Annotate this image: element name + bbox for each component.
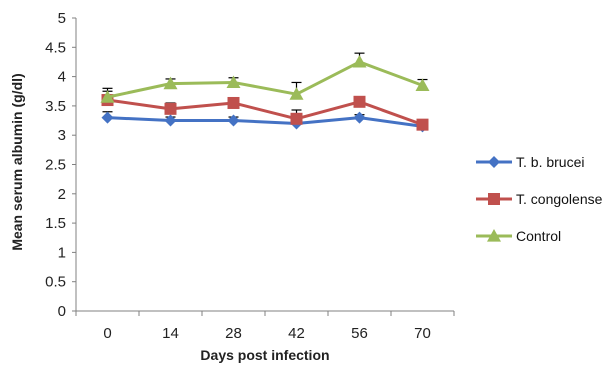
series-1 [101,87,429,131]
legend-marker [488,156,500,168]
y-tick-label: 2 [58,186,66,203]
y-axis-title: Mean serum albumin (g/dl) [9,73,25,250]
legend: T. b. brucei T. congolense Control [476,154,603,244]
data-point [352,54,367,68]
data-point [353,95,366,108]
x-tick-label: 70 [414,325,431,342]
data-point [415,78,430,91]
legend-item: T. b. brucei [476,154,584,170]
series-line [107,116,423,128]
data-point [290,112,303,125]
legend-label: T. congolense [516,191,603,207]
legend-label: Control [516,228,561,244]
data-point [226,75,241,89]
data-point [100,90,115,103]
x-tick-label: 42 [288,325,305,342]
x-tick-label: 28 [225,325,242,342]
x-tick-label: 0 [103,325,111,342]
data-point [416,118,429,131]
series-0 [101,111,429,133]
y-tick-label: 4.5 [45,39,66,56]
x-tick-labels: 0 14 28 42 56 70 [75,311,455,342]
data-point [227,114,240,127]
series-line [107,98,424,127]
series-line [107,60,424,99]
legend-marker [487,229,501,242]
data-point [163,76,178,90]
legend-item: T. congolense [476,191,603,207]
legend-item: Control [476,228,561,244]
legend-label: T. b. brucei [516,154,584,170]
data-point [164,102,177,115]
y-tick-label: 3.5 [45,98,66,115]
data-point [289,87,304,100]
y-tick-label: 0 [58,303,66,320]
y-tick-label: 3 [58,127,66,144]
series-layer [100,52,430,133]
x-tick-label: 56 [351,325,368,342]
y-tick-label: 2.5 [45,157,66,174]
y-tick-label: 1.5 [45,215,66,232]
data-point [164,114,177,127]
x-tick-label: 14 [162,325,179,342]
y-tick-label: 0.5 [45,274,66,291]
y-tick-labels: 0 0.5 1 1.5 2 2.5 3 3.5 4 4.5 5 [45,10,76,320]
legend-marker [488,193,500,205]
data-point [101,111,114,124]
data-point [227,96,240,109]
x-axis-title: Days post infection [200,347,329,363]
y-tick-label: 1 [58,244,66,261]
y-tick-label: 4 [58,69,66,86]
series-2 [100,52,430,103]
data-point [353,111,366,124]
y-tick-label: 5 [58,10,66,27]
